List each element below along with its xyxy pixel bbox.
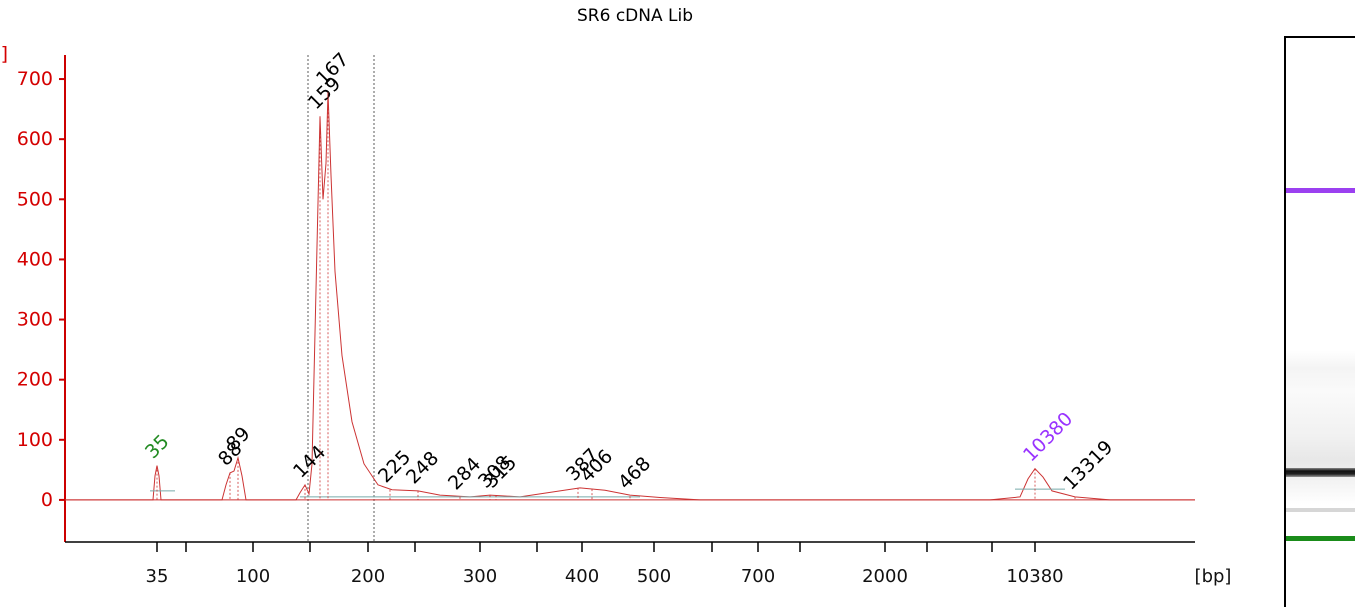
x-tick-label: 2000 (862, 566, 908, 587)
trace-line (65, 92, 1195, 501)
y-tick-label: 200 (17, 369, 53, 391)
peak-label: 13319 (1059, 436, 1117, 494)
chart-title: SR6 cDNA Lib (577, 6, 693, 26)
gel-band-faint (1286, 508, 1355, 512)
x-tick-label: 100 (236, 566, 270, 587)
y-tick-label: 0 (41, 489, 53, 511)
tick-layer: 0 100 200 300 400 500 600 700 35 100 200 300 400 500 7… (17, 68, 1064, 587)
gel-lane-image (1284, 36, 1355, 607)
y-tick-label: 100 (17, 429, 53, 451)
y-tick-label: 400 (17, 248, 53, 270)
x-tick-label: 700 (741, 566, 775, 587)
x-tick-label: 400 (565, 566, 599, 587)
x-axis-label: [bp] (1195, 566, 1232, 587)
gel-band-upper-marker (1286, 188, 1355, 193)
region-guides (307, 55, 375, 542)
x-tick-label: 10380 (1006, 566, 1063, 587)
x-tick-label: 300 (463, 566, 497, 587)
peak-label: 35 (141, 431, 174, 464)
peak-label: 144 (289, 441, 330, 482)
trace-layer (65, 92, 1195, 501)
y-tick-label: 500 (17, 188, 53, 210)
y-tick-label: 700 (17, 68, 53, 90)
x-tick-label: 200 (351, 566, 385, 587)
gel-band-lower-marker (1286, 536, 1355, 541)
y-tick-label: 600 (17, 128, 53, 150)
x-tick-label: 35 (146, 566, 169, 587)
gel-band-main (1286, 468, 1355, 477)
y-axis-label: [FU] (0, 43, 8, 65)
chart-axes: [FU] [bp] (0, 43, 1231, 587)
y-tick-label: 300 (17, 309, 53, 331)
peak-label: 10380 (1019, 408, 1077, 466)
peak-label: 248 (402, 447, 443, 488)
peak-label: 468 (614, 453, 655, 494)
x-tick-label: 500 (637, 566, 671, 587)
electropherogram-chart: [FU] [bp] 0 100 200 300 400 500 600 700 35 100 200 3… (0, 43, 1231, 587)
